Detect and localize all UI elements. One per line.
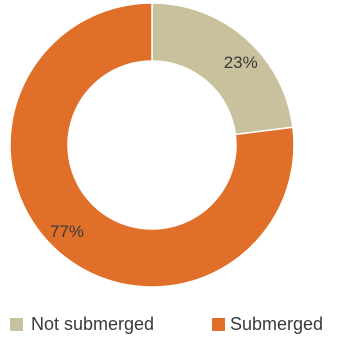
legend-label-not-submerged: Not submerged [31, 314, 154, 334]
legend-swatch-not-submerged [10, 318, 23, 331]
donut-slices [9, 2, 295, 288]
data-labels: 23% 77% [50, 53, 258, 241]
legend-swatch-submerged [212, 318, 225, 331]
legend-label-submerged: Submerged [230, 314, 323, 334]
slice-not-submerged [151, 2, 294, 136]
data-label-not-submerged: 23% [224, 53, 258, 72]
legend: Not submerged Submerged [10, 314, 323, 334]
slice-submerged [9, 2, 295, 288]
data-label-submerged: 77% [50, 222, 84, 241]
